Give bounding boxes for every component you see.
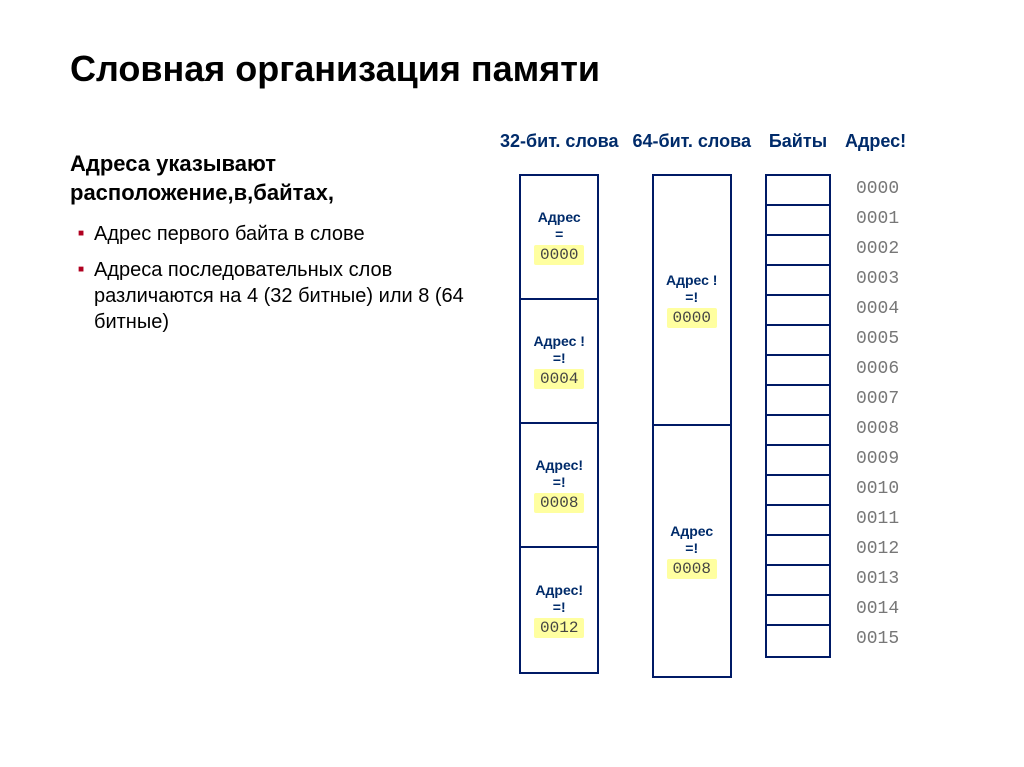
column-64bit: 64-бит. слова Адрес !=! 0000 Адрес=! 000…: [632, 120, 750, 678]
word64-cell: Адрес !=! 0000: [654, 176, 730, 426]
bullet-main: Адреса указывают расположение,в,байтах,: [70, 150, 470, 207]
address-item: 0008: [852, 414, 899, 444]
column-addresses: Адрес! 0000 0001 0002 0003 0004 0005 000…: [845, 120, 906, 654]
slide-container: Словная организация памяти Адреса указыв…: [0, 0, 1024, 678]
slide-title: Словная организация памяти: [70, 48, 974, 90]
addr-value: 0008: [667, 559, 717, 579]
word64-cell: Адрес=! 0008: [654, 426, 730, 676]
bullet-sub-1: Адрес первого байта в слове: [78, 221, 470, 247]
addr-label: Адрес !=!: [666, 272, 718, 306]
addr-label: Адрес!=!: [535, 582, 583, 616]
address-item: 0015: [852, 624, 899, 654]
word64-stack: Адрес !=! 0000 Адрес=! 0008: [652, 174, 732, 678]
column-32bit: 32-бит. слова Адрес= 0000 Адрес !=! 0004…: [500, 120, 618, 674]
address-item: 0005: [852, 324, 899, 354]
byte-cell: [767, 176, 829, 206]
byte-cell: [767, 566, 829, 596]
address-item: 0014: [852, 594, 899, 624]
byte-cell: [767, 206, 829, 236]
word32-cell: Адрес= 0000: [521, 176, 597, 300]
byte-cell: [767, 296, 829, 326]
byte-cell: [767, 236, 829, 266]
memory-diagram: 32-бит. слова Адрес= 0000 Адрес !=! 0004…: [500, 120, 906, 678]
byte-cell: [767, 626, 829, 656]
address-item: 0002: [852, 234, 899, 264]
byte-cell: [767, 446, 829, 476]
address-item: 0000: [852, 174, 899, 204]
address-item: 0003: [852, 264, 899, 294]
addr-value: 0000: [534, 245, 584, 265]
addr-label: Адрес!=!: [535, 457, 583, 491]
column-bytes: Байты: [765, 120, 831, 658]
addr-label: Адрес=!: [670, 523, 713, 557]
header-addresses: Адрес!: [845, 120, 906, 164]
header-64bit: 64-бит. слова: [632, 120, 750, 164]
addr-value: 0000: [667, 308, 717, 328]
address-item: 0001: [852, 204, 899, 234]
word32-cell: Адрес!=! 0012: [521, 548, 597, 672]
byte-cell: [767, 386, 829, 416]
word32-cell: Адрес!=! 0008: [521, 424, 597, 548]
header-bytes: Байты: [769, 120, 827, 164]
address-item: 0004: [852, 294, 899, 324]
address-item: 0012: [852, 534, 899, 564]
header-32bit: 32-бит. слова: [500, 120, 618, 164]
addr-label: Адрес !=!: [533, 333, 585, 367]
byte-cell: [767, 596, 829, 626]
byte-stack: [765, 174, 831, 658]
byte-cell: [767, 536, 829, 566]
address-item: 0013: [852, 564, 899, 594]
addr-value: 0004: [534, 369, 584, 389]
address-item: 0010: [852, 474, 899, 504]
byte-cell: [767, 476, 829, 506]
address-list: 0000 0001 0002 0003 0004 0005 0006 0007 …: [852, 174, 899, 654]
byte-cell: [767, 266, 829, 296]
byte-cell: [767, 356, 829, 386]
bullet-sub-2: Адреса последовательных слов различаются…: [78, 257, 470, 335]
addr-value: 0012: [534, 618, 584, 638]
word32-cell: Адрес !=! 0004: [521, 300, 597, 424]
byte-cell: [767, 506, 829, 536]
address-item: 0007: [852, 384, 899, 414]
word32-stack: Адрес= 0000 Адрес !=! 0004 Адрес!=! 0008…: [519, 174, 599, 674]
addr-value: 0008: [534, 493, 584, 513]
byte-cell: [767, 326, 829, 356]
address-item: 0006: [852, 354, 899, 384]
address-item: 0009: [852, 444, 899, 474]
content-row: Адреса указывают расположение,в,байтах, …: [70, 120, 974, 678]
addr-label: Адрес=: [538, 209, 581, 243]
address-item: 0011: [852, 504, 899, 534]
byte-cell: [767, 416, 829, 446]
text-column: Адреса указывают расположение,в,байтах, …: [70, 120, 470, 345]
